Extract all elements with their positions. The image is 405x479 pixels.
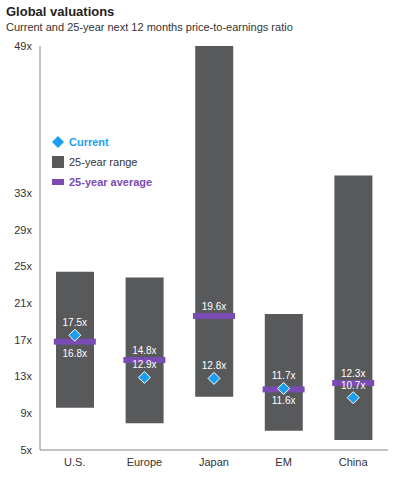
svg-text:25x: 25x (14, 260, 32, 272)
svg-text:12.3x: 12.3x (341, 368, 365, 379)
svg-text:9x: 9x (20, 407, 32, 419)
svg-text:Europe: Europe (127, 456, 162, 468)
svg-text:U.S.: U.S. (64, 456, 85, 468)
svg-text:19.6x: 19.6x (202, 301, 226, 312)
svg-text:11.6x: 11.6x (272, 395, 296, 406)
svg-text:21x: 21x (14, 297, 32, 309)
svg-text:17.5x: 17.5x (63, 317, 87, 328)
svg-text:12.8x: 12.8x (202, 360, 226, 371)
html-text:Current: Current (69, 136, 109, 148)
svg-text:17x: 17x (14, 334, 32, 346)
svg-text:33x: 33x (14, 187, 32, 199)
svg-text:12.9x: 12.9x (132, 359, 156, 370)
svg-text:14.8x: 14.8x (132, 345, 156, 356)
html-text:25-year average: 25-year average (69, 176, 153, 188)
html-text:Global valuations: Global valuations (6, 4, 115, 19)
svg-text:13x: 13x (14, 370, 32, 382)
svg-text:49x: 49x (14, 40, 32, 52)
html-text:25-year range: 25-year range (69, 156, 138, 168)
svg-text:Japan: Japan (199, 456, 229, 468)
html-text:Current and 25-year next 12 mo: Current and 25-year next 12 months price… (6, 21, 293, 33)
svg-text:EM: EM (275, 456, 292, 468)
svg-text:29x: 29x (14, 224, 32, 236)
svg-text:16.8x: 16.8x (63, 348, 87, 359)
svg-text:China: China (339, 456, 369, 468)
svg-text:11.7x: 11.7x (272, 370, 296, 381)
svg-text:5x: 5x (20, 444, 32, 456)
svg-text:10.7x: 10.7x (341, 380, 365, 391)
